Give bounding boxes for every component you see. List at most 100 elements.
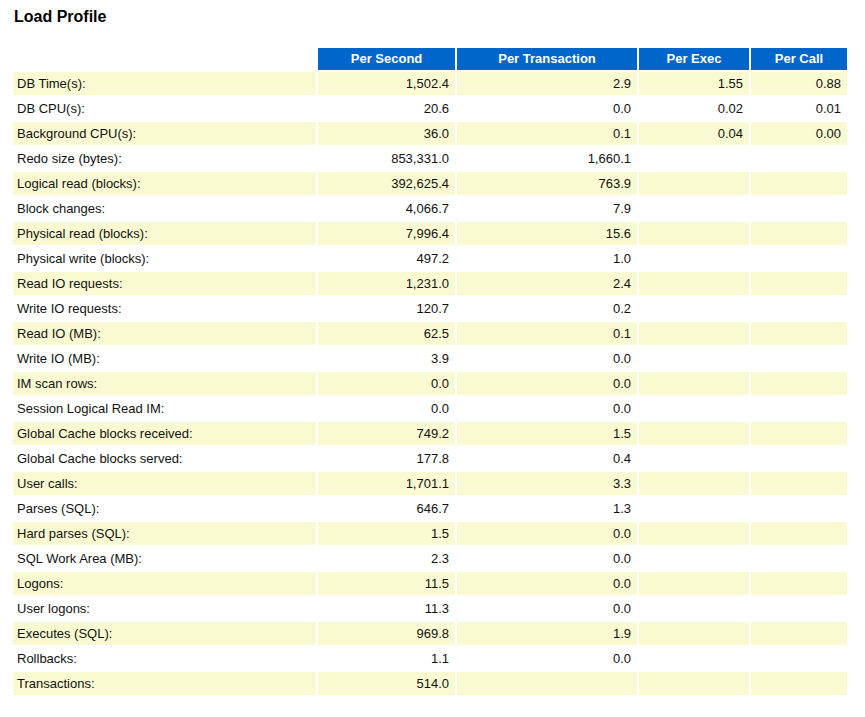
value-per-exec [639, 397, 749, 420]
corner-cell [13, 48, 316, 70]
value-per-transaction: 763.9 [457, 172, 637, 195]
value-per-transaction: 15.6 [457, 222, 637, 245]
table-row: SQL Work Area (MB): 2.3 0.0 [13, 547, 847, 570]
value-per-transaction: 0.0 [457, 647, 637, 670]
value-per-call [751, 547, 847, 570]
value-per-transaction: 0.0 [457, 522, 637, 545]
value-per-second: 969.8 [318, 622, 455, 645]
row-label: Executes (SQL): [13, 622, 316, 645]
value-per-call [751, 447, 847, 470]
value-per-call [751, 522, 847, 545]
value-per-second: 0.0 [318, 397, 455, 420]
row-label: DB Time(s): [13, 72, 316, 95]
value-per-second: 853,331.0 [318, 147, 455, 170]
awr-report-page: Load Profile Per Second Per Transaction … [0, 0, 865, 717]
value-per-call [751, 672, 847, 695]
value-per-second: 7,996.4 [318, 222, 455, 245]
row-label: SQL Work Area (MB): [13, 547, 316, 570]
value-per-exec [639, 447, 749, 470]
row-label: User logons: [13, 597, 316, 620]
value-per-call [751, 597, 847, 620]
value-per-exec [639, 172, 749, 195]
table-row: DB CPU(s): 20.6 0.0 0.02 0.01 [13, 97, 847, 120]
value-per-call [751, 572, 847, 595]
value-per-transaction: 0.0 [457, 347, 637, 370]
value-per-transaction: 1.9 [457, 622, 637, 645]
value-per-call [751, 147, 847, 170]
value-per-transaction: 2.4 [457, 272, 637, 295]
value-per-transaction: 0.2 [457, 297, 637, 320]
value-per-second: 2.3 [318, 547, 455, 570]
table-header: Per Second Per Transaction Per Exec Per … [13, 48, 847, 70]
row-label: Global Cache blocks received: [13, 422, 316, 445]
table-row: Rollbacks: 1.1 0.0 [13, 647, 847, 670]
table-row: Logical read (blocks): 392,625.4 763.9 [13, 172, 847, 195]
value-per-transaction: 0.1 [457, 122, 637, 145]
table-row: Hard parses (SQL): 1.5 0.0 [13, 522, 847, 545]
value-per-exec [639, 622, 749, 645]
value-per-second: 514.0 [318, 672, 455, 695]
table-row: User logons: 11.3 0.0 [13, 597, 847, 620]
value-per-exec [639, 472, 749, 495]
col-header-per-exec: Per Exec [639, 48, 749, 70]
value-per-call [751, 422, 847, 445]
table-row: Block changes: 4,066.7 7.9 [13, 197, 847, 220]
table-row: IM scan rows: 0.0 0.0 [13, 372, 847, 395]
value-per-call [751, 322, 847, 345]
value-per-second: 3.9 [318, 347, 455, 370]
value-per-exec [639, 522, 749, 545]
value-per-exec [639, 297, 749, 320]
load-profile-table: Per Second Per Transaction Per Exec Per … [11, 46, 849, 697]
value-per-second: 392,625.4 [318, 172, 455, 195]
table-row: Global Cache blocks received: 749.2 1.5 [13, 422, 847, 445]
row-label: Write IO requests: [13, 297, 316, 320]
table-row: Global Cache blocks served: 177.8 0.4 [13, 447, 847, 470]
col-header-per-call: Per Call [751, 48, 847, 70]
value-per-exec [639, 272, 749, 295]
value-per-second: 646.7 [318, 497, 455, 520]
value-per-exec [639, 347, 749, 370]
value-per-transaction: 0.0 [457, 97, 637, 120]
value-per-transaction: 7.9 [457, 197, 637, 220]
value-per-call [751, 222, 847, 245]
value-per-transaction: 1.3 [457, 497, 637, 520]
value-per-call [751, 472, 847, 495]
table-row: Executes (SQL): 969.8 1.9 [13, 622, 847, 645]
table-row: Parses (SQL): 646.7 1.3 [13, 497, 847, 520]
value-per-call [751, 272, 847, 295]
value-per-transaction: 1,660.1 [457, 147, 637, 170]
value-per-second: 11.3 [318, 597, 455, 620]
value-per-exec [639, 547, 749, 570]
table-row: Background CPU(s): 36.0 0.1 0.04 0.00 [13, 122, 847, 145]
col-header-per-second: Per Second [318, 48, 455, 70]
header-row: Per Second Per Transaction Per Exec Per … [13, 48, 847, 70]
value-per-second: 1,231.0 [318, 272, 455, 295]
row-label: Logons: [13, 572, 316, 595]
table-row: Session Logical Read IM: 0.0 0.0 [13, 397, 847, 420]
value-per-second: 120.7 [318, 297, 455, 320]
row-label: Write IO (MB): [13, 347, 316, 370]
value-per-exec [639, 422, 749, 445]
value-per-second: 1,701.1 [318, 472, 455, 495]
page-title: Load Profile [14, 8, 865, 26]
value-per-second: 0.0 [318, 372, 455, 395]
table-row: Transactions: 514.0 [13, 672, 847, 695]
row-label: Physical read (blocks): [13, 222, 316, 245]
value-per-transaction: 3.3 [457, 472, 637, 495]
value-per-call [751, 247, 847, 270]
value-per-second: 497.2 [318, 247, 455, 270]
table-row: DB Time(s): 1,502.4 2.9 1.55 0.88 [13, 72, 847, 95]
value-per-exec [639, 247, 749, 270]
value-per-exec [639, 372, 749, 395]
row-label: Rollbacks: [13, 647, 316, 670]
row-label: Read IO (MB): [13, 322, 316, 345]
table-row: Physical read (blocks): 7,996.4 15.6 [13, 222, 847, 245]
row-label: Global Cache blocks served: [13, 447, 316, 470]
row-label: Hard parses (SQL): [13, 522, 316, 545]
row-label: Parses (SQL): [13, 497, 316, 520]
value-per-transaction [457, 672, 637, 695]
value-per-second: 1,502.4 [318, 72, 455, 95]
table-row: Logons: 11.5 0.0 [13, 572, 847, 595]
value-per-call [751, 372, 847, 395]
value-per-call [751, 647, 847, 670]
